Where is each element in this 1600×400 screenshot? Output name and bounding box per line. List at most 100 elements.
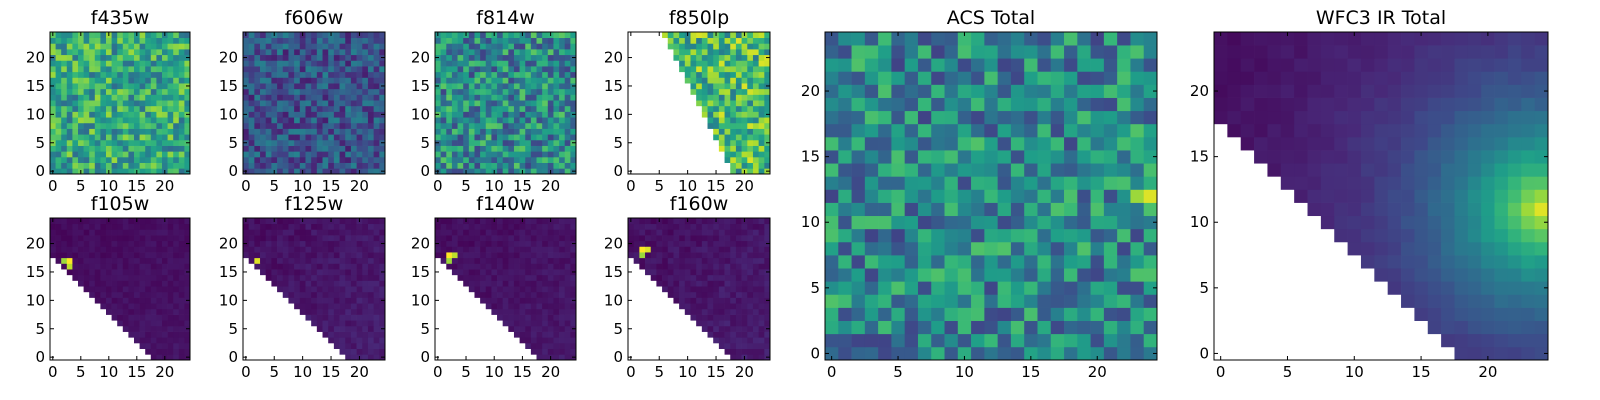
heatmap-cell [55, 252, 62, 259]
y-tick-label: 0 [613, 162, 623, 180]
heatmap-cell [139, 60, 146, 67]
y-tick-label: 0 [35, 162, 45, 180]
heatmap-cell [72, 257, 79, 264]
heatmap-cell [299, 297, 306, 304]
heatmap-cell [178, 337, 185, 344]
heatmap-cell [277, 240, 284, 247]
heatmap-cell [367, 117, 374, 124]
heatmap-cell [316, 88, 323, 95]
heatmap-cell [752, 77, 759, 84]
heatmap-cell [701, 83, 708, 90]
heatmap-cell [764, 162, 771, 169]
heatmap-cell [150, 134, 157, 141]
heatmap-cell [339, 291, 346, 298]
heatmap-cell [838, 228, 852, 243]
heatmap-cell [724, 252, 731, 259]
heatmap-cell [162, 331, 168, 338]
heatmap-cell [696, 235, 703, 242]
heatmap-cell [984, 110, 998, 125]
heatmap-cell [525, 342, 532, 349]
heatmap-cell [747, 168, 754, 175]
heatmap-cell [864, 202, 879, 217]
heatmap-cell [474, 128, 481, 135]
heatmap-cell [55, 246, 62, 253]
heatmap-cell [468, 156, 475, 163]
heatmap-cell [288, 66, 295, 73]
heatmap-cell [491, 274, 498, 281]
heatmap-cell [559, 223, 566, 230]
heatmap-cell [696, 252, 703, 259]
heatmap-cell [463, 94, 470, 101]
heatmap-cell [379, 320, 386, 327]
heatmap-cell [66, 43, 73, 50]
heatmap-cell [463, 37, 470, 44]
heatmap-cell [134, 77, 140, 84]
heatmap-cell [542, 308, 549, 315]
heatmap-cell [322, 263, 329, 270]
heatmap-cell [367, 128, 374, 135]
heatmap-cell [350, 37, 357, 44]
heatmap-cell [684, 54, 691, 61]
heatmap-cell [559, 60, 566, 67]
heatmap-cell [485, 54, 492, 61]
heatmap-cell [463, 111, 470, 118]
heatmap-cell [305, 286, 312, 293]
heatmap-cell [167, 162, 174, 169]
heatmap-cell [1103, 123, 1118, 138]
heatmap-cell [1130, 255, 1145, 269]
heatmap-cell [530, 269, 537, 276]
heatmap-cell [1010, 97, 1025, 112]
heatmap-cell [457, 122, 464, 129]
heatmap-cell [679, 223, 686, 230]
heatmap-cell [502, 54, 509, 61]
heatmap-cell [311, 286, 318, 293]
heatmap-cell [707, 246, 714, 253]
heatmap-cell [468, 162, 475, 169]
heatmap-cell [362, 218, 369, 225]
heatmap-cell [997, 32, 1012, 46]
heatmap-cell [156, 274, 163, 281]
heatmap-cell [542, 320, 549, 327]
heatmap-cell [145, 246, 152, 253]
heatmap-cell [525, 151, 532, 158]
heatmap-cell [311, 43, 318, 50]
heatmap-cell [367, 168, 374, 175]
heatmap-cell [904, 136, 919, 151]
heatmap-cell [525, 246, 532, 253]
heatmap-cell [758, 297, 765, 304]
heatmap-cell [645, 246, 652, 253]
heatmap-cell [339, 71, 346, 78]
heatmap-cell [173, 134, 180, 141]
heatmap-cell [542, 128, 549, 135]
heatmap-cell [747, 117, 754, 124]
heatmap-cell [379, 151, 386, 158]
heatmap-cell [333, 269, 340, 276]
heatmap-cell [356, 49, 363, 56]
heatmap-cell [305, 246, 312, 253]
heatmap-cell [491, 128, 498, 135]
heatmap-cell [957, 150, 972, 164]
heatmap-cell [345, 218, 352, 225]
heatmap-cell [328, 274, 335, 281]
heatmap-cell [1010, 307, 1025, 321]
heatmap-cell [542, 218, 549, 225]
heatmap-cell [485, 151, 492, 158]
y-tick-label: 20 [411, 49, 430, 67]
heatmap-cell [128, 280, 135, 287]
heatmap-cell [156, 60, 163, 67]
heatmap-cell [440, 77, 447, 84]
heatmap-cell [305, 122, 312, 129]
heatmap-cell [106, 297, 112, 304]
heatmap-cell [299, 269, 306, 276]
x-tick-label: 10 [678, 177, 697, 195]
heatmap-cell [128, 77, 135, 84]
heatmap-cell [339, 223, 346, 230]
heatmap-cell [350, 71, 357, 78]
heatmap-cell [299, 235, 306, 242]
heatmap-cell [1077, 163, 1091, 177]
heatmap-cell [328, 246, 335, 253]
heatmap-cell [243, 134, 250, 141]
heatmap-cell [485, 269, 492, 276]
heatmap-cell [66, 235, 73, 242]
heatmap-cell [1064, 163, 1078, 177]
